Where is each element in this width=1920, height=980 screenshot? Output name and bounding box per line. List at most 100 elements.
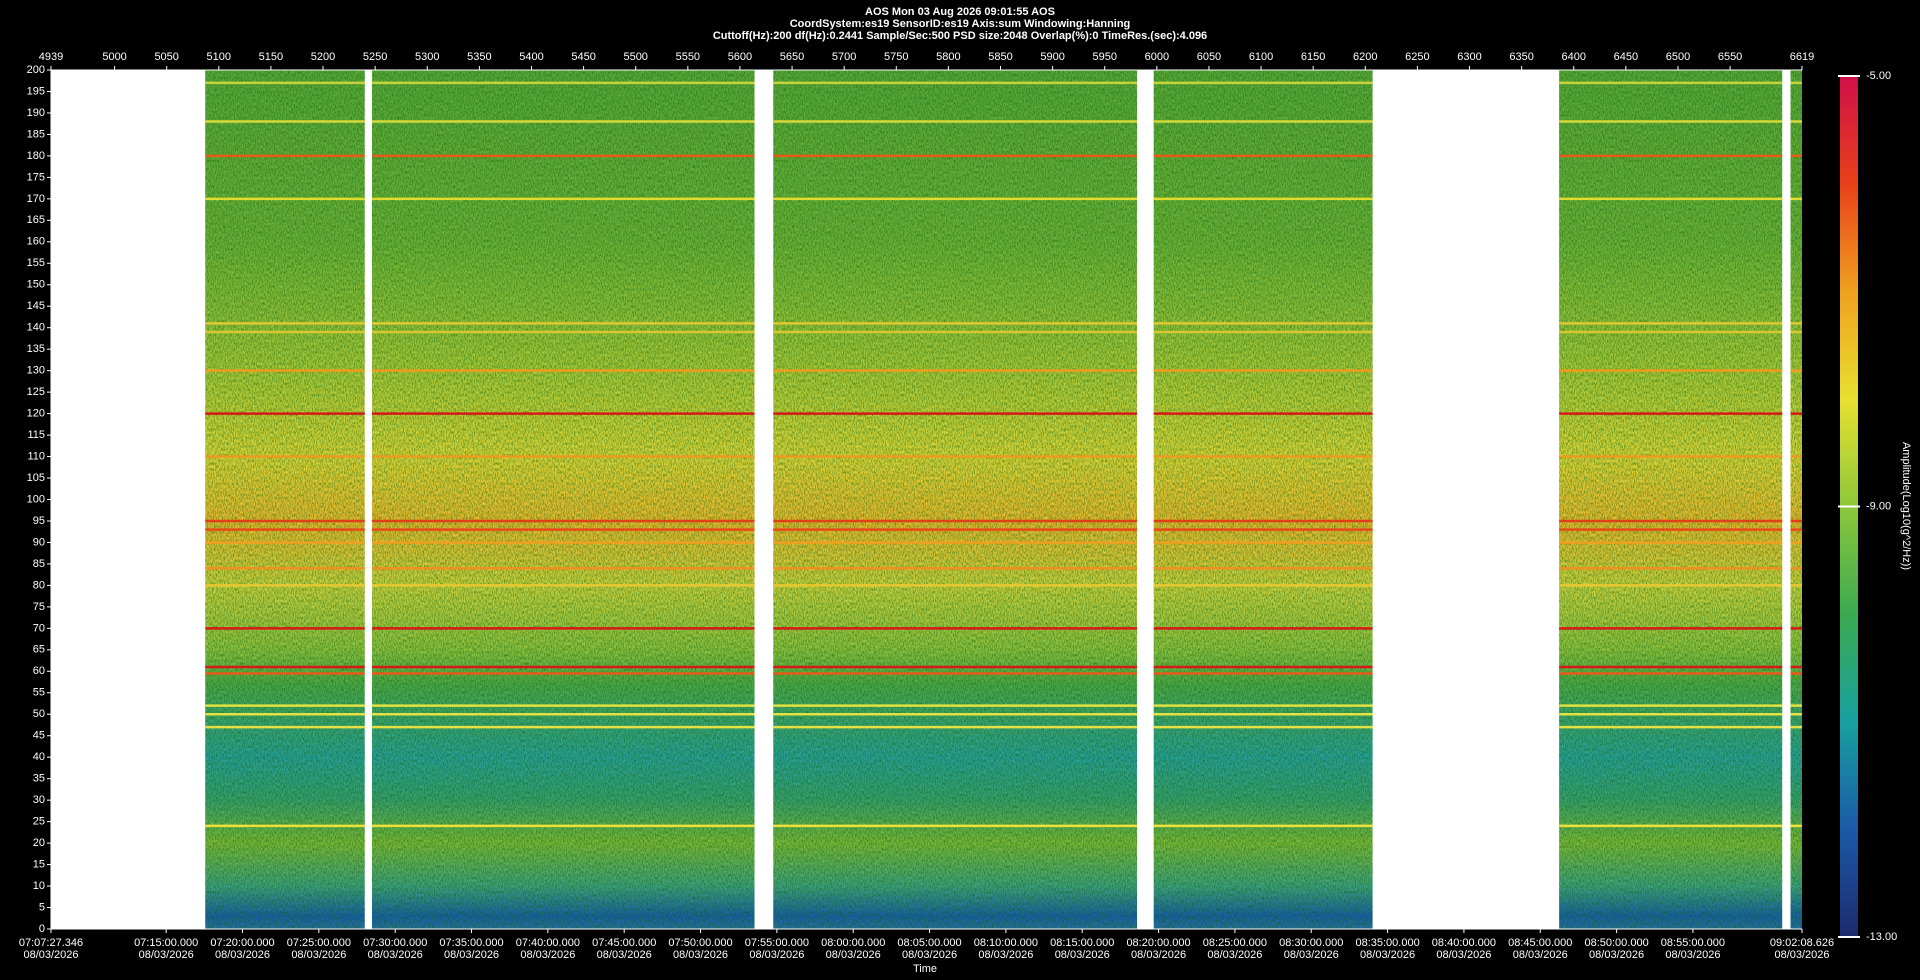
top-tick-label: 6200 bbox=[1353, 51, 1377, 63]
date-label-line: 08/03/2026 bbox=[291, 949, 346, 961]
title-line: CoordSystem:es19 SensorID:es19 Axis:sum … bbox=[790, 18, 1131, 30]
y-tick-label: 50 bbox=[33, 708, 45, 720]
top-tick-label: 5350 bbox=[467, 51, 491, 63]
time-tick-label: 08:55:00.000 08/03/2026 bbox=[1661, 937, 1725, 961]
date-label-line: 08/03/2026 bbox=[1207, 949, 1262, 961]
y-tick-label: 125 bbox=[27, 386, 45, 398]
top-tick-label: 5100 bbox=[207, 51, 231, 63]
y-tick-label: 95 bbox=[33, 515, 45, 527]
time-label-line: 07:35:00.000 bbox=[439, 937, 503, 949]
y-tick-label: 130 bbox=[27, 365, 45, 377]
y-tick-label: 5 bbox=[39, 901, 45, 913]
time-tick-label: 08:20:00.000 08/03/2026 bbox=[1126, 937, 1190, 961]
top-tick-label: 6000 bbox=[1145, 51, 1169, 63]
top-tick-label: 6050 bbox=[1197, 51, 1221, 63]
top-tick-label: 5550 bbox=[676, 51, 700, 63]
y-tick-label: 185 bbox=[27, 128, 45, 140]
y-tick-label: 75 bbox=[33, 601, 45, 613]
time-tick-label: 08:30:00.000 08/03/2026 bbox=[1279, 937, 1343, 961]
title-line: AOS Mon 03 Aug 2026 09:01:55 AOS bbox=[865, 6, 1055, 18]
x-axis-label: Time bbox=[913, 963, 937, 975]
time-label-line: 07:25:00.000 bbox=[287, 937, 351, 949]
time-label-line: 07:55:00.000 bbox=[745, 937, 809, 949]
time-label-line: 08:15:00.000 bbox=[1050, 937, 1114, 949]
top-tick-label: 6250 bbox=[1405, 51, 1429, 63]
top-tick-label: 6150 bbox=[1301, 51, 1325, 63]
y-tick-label: 80 bbox=[33, 579, 45, 591]
y-tick-label: 175 bbox=[27, 171, 45, 183]
time-tick-label: 08:35:00.000 08/03/2026 bbox=[1355, 937, 1419, 961]
y-tick-label: 45 bbox=[33, 730, 45, 742]
time-tick-label: 07:07:27.346 08/03/2026 bbox=[19, 937, 83, 961]
time-tick-label: 07:15:00.000 08/03/2026 bbox=[134, 937, 198, 961]
top-tick-label: 5300 bbox=[415, 51, 439, 63]
time-tick-label: 07:20:00.000 08/03/2026 bbox=[210, 937, 274, 961]
time-tick-label: 07:35:00.000 08/03/2026 bbox=[439, 937, 503, 961]
time-tick-label: 08:15:00.000 08/03/2026 bbox=[1050, 937, 1114, 961]
y-tick-label: 90 bbox=[33, 536, 45, 548]
y-tick-label: 10 bbox=[33, 880, 45, 892]
time-tick-label: 08:10:00.000 08/03/2026 bbox=[974, 937, 1038, 961]
colorbar-tick-label: -9.00 bbox=[1866, 500, 1891, 512]
y-tick-label: 165 bbox=[27, 214, 45, 226]
time-tick-label: 07:55:00.000 08/03/2026 bbox=[745, 937, 809, 961]
time-label-line: 08:25:00.000 bbox=[1203, 937, 1267, 949]
time-label-line: 07:20:00.000 bbox=[210, 937, 274, 949]
y-tick-label: 0 bbox=[39, 923, 45, 935]
y-tick-label: 40 bbox=[33, 751, 45, 763]
y-tick-label: 105 bbox=[27, 472, 45, 484]
top-tick-label: 6550 bbox=[1718, 51, 1742, 63]
time-tick-label: 07:25:00.000 08/03/2026 bbox=[287, 937, 351, 961]
y-tick-label: 195 bbox=[27, 85, 45, 97]
time-tick-label: 07:45:00.000 08/03/2026 bbox=[592, 937, 656, 961]
time-label-line: 07:30:00.000 bbox=[363, 937, 427, 949]
date-label-line: 08/03/2026 bbox=[978, 949, 1033, 961]
date-label-line: 08/03/2026 bbox=[597, 949, 652, 961]
y-tick-label: 155 bbox=[27, 257, 45, 269]
date-label-line: 08/03/2026 bbox=[368, 949, 423, 961]
date-label-line: 08/03/2026 bbox=[1665, 949, 1720, 961]
y-tick-label: 20 bbox=[33, 837, 45, 849]
top-tick-label: 6300 bbox=[1457, 51, 1481, 63]
top-tick-label: 5950 bbox=[1092, 51, 1116, 63]
time-label-line: 07:50:00.000 bbox=[668, 937, 732, 949]
top-tick-label: 5700 bbox=[832, 51, 856, 63]
y-tick-label: 30 bbox=[33, 794, 45, 806]
time-tick-label: 08:05:00.000 08/03/2026 bbox=[897, 937, 961, 961]
date-label-line: 08/03/2026 bbox=[826, 949, 881, 961]
top-tick-label: 5400 bbox=[519, 51, 543, 63]
y-tick-label: 115 bbox=[27, 429, 45, 441]
y-tick-label: 25 bbox=[33, 816, 45, 828]
y-tick-label: 150 bbox=[27, 279, 45, 291]
time-label-line: 08:55:00.000 bbox=[1661, 937, 1725, 949]
y-tick-label: 140 bbox=[27, 322, 45, 334]
time-label-line: 08:00:00.000 bbox=[821, 937, 885, 949]
date-label-line: 08/03/2026 bbox=[1360, 949, 1415, 961]
y-tick-label: 55 bbox=[33, 687, 45, 699]
time-label-line: 08:30:00.000 bbox=[1279, 937, 1343, 949]
top-tick-label: 5600 bbox=[728, 51, 752, 63]
top-tick-label: 6350 bbox=[1509, 51, 1533, 63]
top-tick-label: 5450 bbox=[571, 51, 595, 63]
y-tick-label: 190 bbox=[27, 107, 45, 119]
time-tick-label: 07:50:00.000 08/03/2026 bbox=[668, 937, 732, 961]
top-tick-label: 6500 bbox=[1666, 51, 1690, 63]
top-tick-label: 5500 bbox=[623, 51, 647, 63]
top-tick-label: 4939 bbox=[39, 51, 63, 63]
date-label-line: 08/03/2026 bbox=[520, 949, 575, 961]
colorbar-tick-label: -13.00 bbox=[1866, 931, 1897, 943]
y-tick-label: 135 bbox=[27, 343, 45, 355]
date-label-line: 08/03/2026 bbox=[1774, 949, 1829, 961]
date-label-line: 08/03/2026 bbox=[215, 949, 270, 961]
top-tick-label: 6100 bbox=[1249, 51, 1273, 63]
top-tick-label: 6619 bbox=[1790, 51, 1814, 63]
time-label-line: 07:40:00.000 bbox=[516, 937, 580, 949]
top-tick-label: 5250 bbox=[363, 51, 387, 63]
y-tick-label: 35 bbox=[33, 773, 45, 785]
time-label-line: 08:50:00.000 bbox=[1584, 937, 1648, 949]
top-tick-label: 5800 bbox=[936, 51, 960, 63]
date-label-line: 08/03/2026 bbox=[444, 949, 499, 961]
top-tick-label: 5000 bbox=[102, 51, 126, 63]
date-label-line: 08/03/2026 bbox=[749, 949, 804, 961]
